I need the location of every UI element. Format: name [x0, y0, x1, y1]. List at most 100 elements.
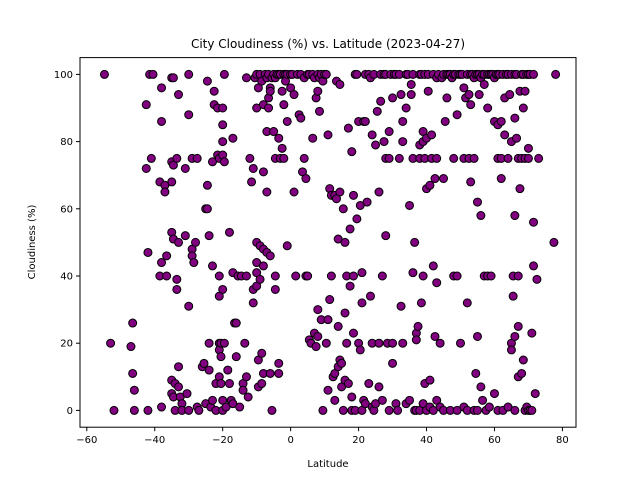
data-point [367, 130, 377, 140]
y-axis-label: Cloudiness (%) [27, 205, 38, 280]
data-point [174, 90, 184, 100]
data-point [384, 405, 394, 415]
data-point [472, 405, 482, 415]
data-point [379, 137, 389, 147]
data-point [517, 368, 527, 378]
y-tick-label: 20 [60, 339, 73, 350]
data-point [523, 143, 533, 153]
data-point [534, 153, 544, 163]
y-tick-label: 0 [67, 406, 73, 417]
data-point [204, 231, 214, 241]
data-point [223, 365, 233, 375]
data-point [503, 153, 513, 163]
x-tick-label: −60 [76, 435, 97, 446]
data-point [464, 90, 474, 100]
data-point [262, 187, 272, 197]
data-point [143, 405, 153, 415]
data-point [352, 214, 362, 224]
x-tick-label: −40 [144, 435, 165, 446]
data-point [157, 116, 167, 126]
data-point [413, 321, 423, 331]
data-point [459, 83, 469, 93]
data-point [510, 113, 520, 123]
data-point [474, 90, 484, 100]
data-point [270, 284, 280, 294]
data-point [241, 372, 251, 382]
data-point [348, 328, 358, 338]
data-point [388, 358, 398, 368]
data-point [510, 211, 520, 221]
data-point [180, 163, 190, 173]
data-point [496, 174, 506, 184]
data-point [345, 224, 355, 234]
data-point [342, 338, 352, 348]
data-point [518, 355, 528, 365]
data-point [388, 338, 398, 348]
data-point [513, 271, 523, 281]
data-point [248, 298, 258, 308]
data-point [355, 345, 365, 355]
x-tick-label: 40 [420, 435, 433, 446]
data-point [510, 405, 520, 415]
data-point [216, 352, 226, 362]
data-point [347, 147, 357, 157]
data-point [466, 177, 476, 187]
data-point [231, 318, 241, 328]
data-point [162, 271, 172, 281]
data-point [301, 174, 311, 184]
data-point [423, 86, 433, 96]
plot-area-frame [79, 57, 577, 428]
data-point [405, 395, 415, 405]
data-point [218, 120, 228, 130]
x-tick-label: 60 [488, 435, 501, 446]
data-point [157, 258, 167, 268]
data-point [523, 153, 533, 163]
data-point [231, 352, 241, 362]
data-point [202, 180, 212, 190]
data-point [376, 96, 386, 106]
data-point [430, 174, 440, 184]
data-point [141, 100, 151, 110]
data-point [449, 153, 459, 163]
data-point [505, 90, 515, 100]
data-point [313, 305, 323, 315]
data-point [476, 211, 486, 221]
data-point [408, 268, 418, 278]
data-point [393, 405, 403, 415]
x-tick-label: 80 [556, 435, 569, 446]
data-point [335, 79, 345, 89]
data-point [394, 153, 404, 163]
data-point [129, 385, 139, 395]
y-tick-label: 60 [60, 204, 73, 215]
data-point [529, 261, 539, 271]
data-point [411, 335, 421, 345]
data-point [325, 295, 335, 305]
data-point [204, 338, 214, 348]
data-point [323, 130, 333, 140]
data-point [340, 237, 350, 247]
data-point [194, 405, 204, 415]
data-point [396, 90, 406, 100]
data-point [218, 137, 228, 147]
data-point [381, 231, 391, 241]
data-point [238, 385, 248, 395]
data-point [126, 342, 136, 352]
data-point [277, 86, 287, 96]
data-point [299, 153, 309, 163]
data-point [352, 69, 362, 79]
data-point [128, 318, 138, 328]
data-point [527, 328, 537, 338]
data-point [189, 258, 199, 268]
data-point [347, 392, 357, 402]
data-point [277, 143, 287, 153]
x-tick-label: 20 [352, 435, 365, 446]
data-point [182, 389, 192, 399]
data-point [360, 116, 370, 126]
data-point [365, 291, 375, 301]
data-point [184, 301, 194, 311]
data-point [506, 345, 516, 355]
data-point [248, 163, 258, 173]
data-point [455, 338, 465, 348]
data-point [296, 113, 306, 123]
